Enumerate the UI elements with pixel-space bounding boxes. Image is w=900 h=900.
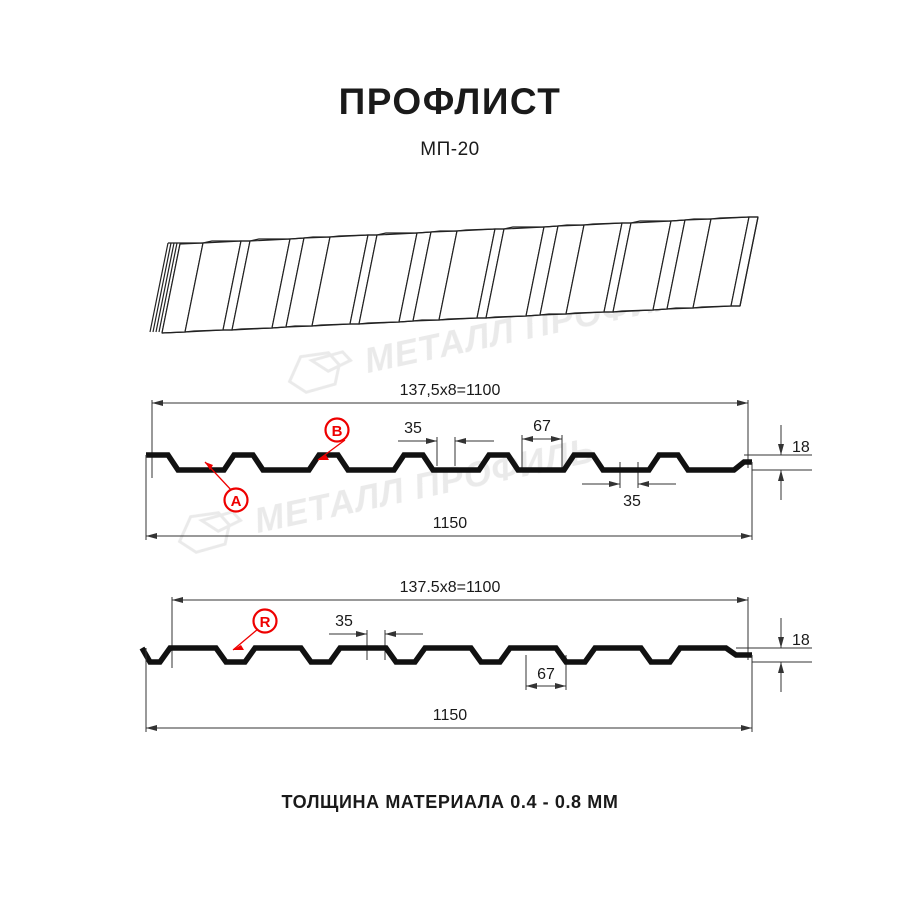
- height-dimension-label: 18: [792, 439, 810, 456]
- valley-width-label-2: 67: [537, 666, 555, 683]
- marker-a-label: A: [231, 493, 242, 510]
- page-title: ПРОФЛИСТ: [338, 81, 562, 122]
- profile-outline: [146, 452, 752, 473]
- profiled-sheet-3d-view: [149, 216, 759, 334]
- cross-section-bottom: 137.5x8=1100 35 67: [139, 579, 812, 732]
- material-thickness-caption: ТОЛЩИНА МАТЕРИАЛА 0.4 - 0.8 ММ: [281, 792, 619, 812]
- marker-b-label: B: [332, 423, 343, 440]
- height-dimension-label-2: 18: [792, 632, 810, 649]
- top-dimension-group-2: [171, 597, 749, 668]
- top-dimension-label-2: 137.5x8=1100: [400, 579, 501, 596]
- footer-block: ТОЛЩИНА МАТЕРИАЛА 0.4 - 0.8 ММ: [0, 792, 900, 813]
- profile-outline-2: [139, 645, 752, 665]
- cross-section-top: 137,5x8=1100 35 67 35: [145, 382, 812, 540]
- top-dimension-group: [151, 400, 749, 478]
- marker-r: R: [232, 608, 278, 651]
- marker-b: B: [317, 417, 350, 461]
- rib-width-label-lower: 35: [623, 493, 641, 510]
- rib-width-dimension-group: [398, 437, 494, 466]
- watermark-text: МЕТАЛЛ ПРОФИЛЬ: [251, 431, 599, 541]
- height-dimension-group: [744, 425, 812, 500]
- rib-width-dimension-group-2: [329, 630, 423, 660]
- marker-a: A: [204, 461, 249, 513]
- valley-width-label: 67: [533, 418, 551, 435]
- valley-width-dimension-group: [521, 435, 563, 470]
- page-subtitle: МП-20: [420, 138, 480, 160]
- bottom-dimension-label-2: 1150: [433, 707, 468, 724]
- rib-body-group: [161, 216, 759, 334]
- rib-width-dimension-lower-group: [582, 462, 676, 488]
- header-block: ПРОФЛИСТ МП-20: [0, 81, 900, 161]
- height-dimension-group-2: [736, 618, 812, 692]
- top-dimension-label: 137,5x8=1100: [400, 382, 501, 399]
- marker-r-label: R: [260, 614, 271, 631]
- bottom-dimension-group-2: [145, 648, 753, 732]
- bottom-dimension-group: [145, 455, 753, 540]
- rib-width-label: 35: [404, 420, 422, 437]
- bottom-dimension-label: 1150: [433, 515, 468, 532]
- rib-width-label-2: 35: [335, 613, 353, 630]
